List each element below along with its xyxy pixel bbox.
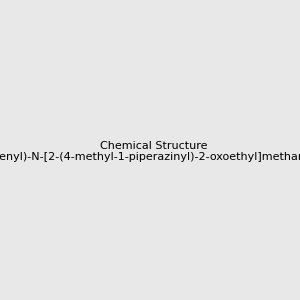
Text: Chemical Structure
N-(2-fluorophenyl)-N-[2-(4-methyl-1-piperazinyl)-2-oxoethyl]m: Chemical Structure N-(2-fluorophenyl)-N-… <box>0 141 300 162</box>
